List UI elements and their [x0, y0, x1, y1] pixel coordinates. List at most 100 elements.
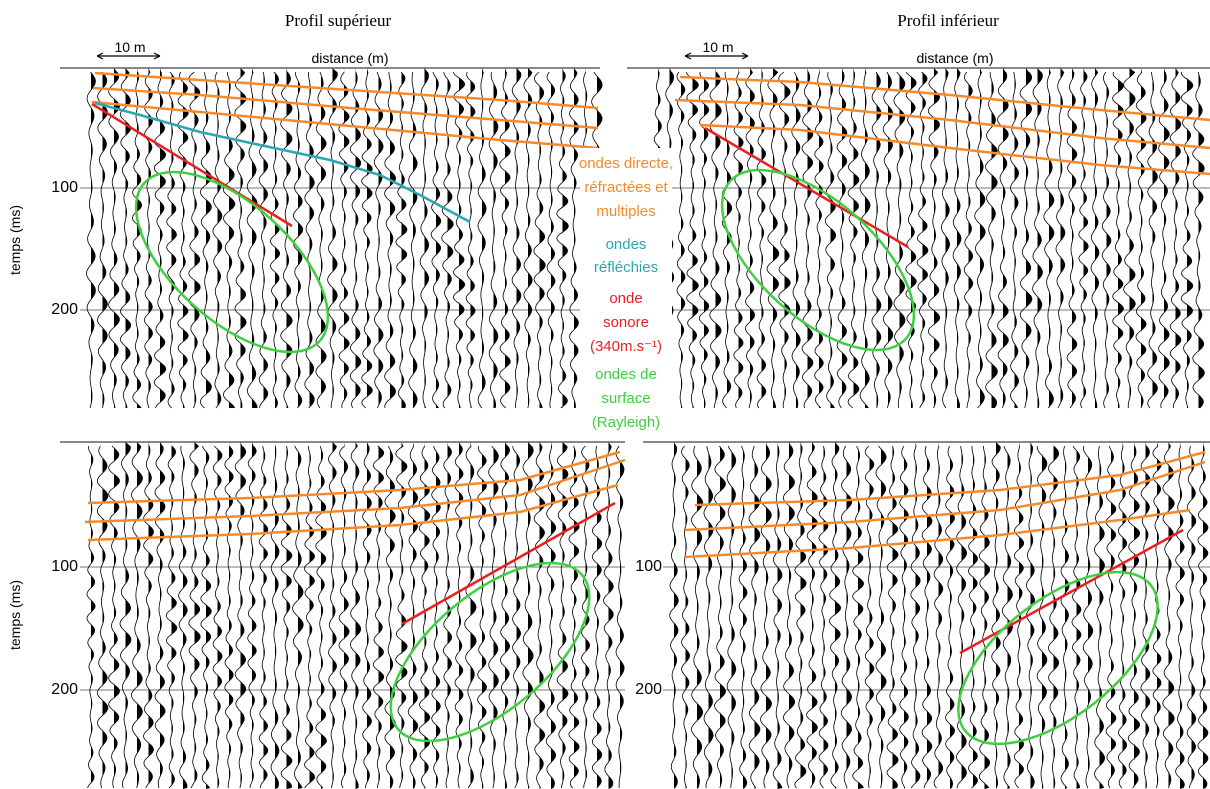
trace [166, 71, 177, 409]
trace [1101, 71, 1112, 409]
trace-fill [206, 68, 212, 408]
trace-fill [528, 442, 534, 789]
legend-text: surface [601, 390, 650, 407]
trace-fill [812, 442, 818, 789]
annotations-top-left [91, 71, 599, 354]
teal-line [94, 101, 471, 224]
legend-text: ondes de [595, 366, 657, 383]
trace [1135, 71, 1147, 409]
trace-fill [984, 442, 990, 789]
trace-fill [378, 442, 384, 789]
trace-fill [704, 68, 709, 408]
trace [165, 445, 178, 789]
trace-fill [869, 442, 874, 789]
trace-fill [1042, 442, 1047, 789]
trace [829, 445, 842, 789]
trace [1117, 445, 1128, 789]
green-ellipse [720, 168, 916, 352]
trace-fill [436, 68, 441, 408]
trace [836, 71, 848, 409]
trace-fill [846, 442, 852, 789]
trace [1186, 445, 1197, 789]
panel-title: Profil supérieur [285, 11, 392, 30]
orange-line [679, 75, 1210, 122]
trace-fill [1007, 442, 1013, 789]
trace [568, 445, 580, 789]
trace-fill [881, 442, 887, 789]
orange-line [684, 508, 1191, 559]
trace-fill [750, 68, 755, 408]
trace [933, 445, 944, 789]
trace-fill [114, 68, 120, 408]
trace-fill [493, 68, 498, 408]
trace-fill [447, 442, 452, 789]
trace [512, 445, 522, 789]
trace [910, 445, 921, 789]
trace-fill [160, 68, 166, 408]
trace [143, 445, 155, 789]
legend-text: ondes [606, 236, 647, 253]
trace [967, 445, 978, 789]
trace-fill [91, 442, 96, 789]
trace-fill [401, 68, 407, 408]
trace [733, 71, 744, 409]
trace-fill [102, 442, 108, 789]
trace [945, 445, 956, 789]
y-label: temps (ms) [7, 580, 23, 650]
trace [1013, 445, 1025, 789]
trace-fill [551, 442, 556, 789]
trace-fill [148, 442, 154, 789]
annotations-top-right [674, 75, 1210, 352]
orange-line [684, 460, 1206, 532]
orange-line [91, 100, 599, 150]
trace-fill [401, 442, 408, 789]
trace [1047, 445, 1060, 789]
trace [108, 71, 120, 409]
trace [131, 71, 143, 409]
y-tick-label: 200 [635, 681, 662, 698]
trace-fill [562, 442, 568, 789]
trace [143, 71, 153, 409]
trace-fill [754, 442, 760, 789]
trace-fill [823, 442, 828, 789]
y-label: temps (ms) [7, 205, 23, 275]
trace [1071, 445, 1082, 789]
orange-line [87, 483, 619, 542]
trace [441, 71, 454, 409]
orange-line [87, 450, 621, 505]
trace-fill [424, 68, 429, 408]
trace-fill [1145, 442, 1151, 789]
trace [200, 445, 212, 789]
trace [864, 445, 875, 789]
trace [522, 445, 534, 789]
trace-fill [608, 442, 614, 789]
trace [581, 445, 591, 788]
trace-fill [720, 442, 726, 789]
trace [373, 71, 384, 409]
trace [499, 71, 511, 409]
trace [615, 445, 625, 789]
trace [766, 71, 780, 408]
trace [794, 445, 807, 789]
trace-fill [996, 442, 1001, 789]
trace [814, 71, 824, 409]
trace [349, 445, 361, 789]
trace-fill [597, 442, 602, 789]
trace [886, 445, 899, 789]
trace [199, 71, 212, 409]
trace-fill [738, 68, 744, 408]
trace-fill [482, 442, 487, 789]
trace [1127, 445, 1141, 789]
trace-fill [252, 442, 257, 789]
trace-fill [516, 68, 521, 408]
trace [212, 71, 223, 409]
trace [430, 71, 442, 409]
trace [1043, 71, 1055, 409]
legend: ondes directe, réfractées et multiples o… [579, 148, 673, 438]
trace [1123, 71, 1136, 409]
trace [1032, 71, 1043, 409]
trace [991, 445, 1001, 789]
trace [431, 445, 441, 789]
trace [1066, 71, 1078, 409]
trace [270, 71, 281, 409]
